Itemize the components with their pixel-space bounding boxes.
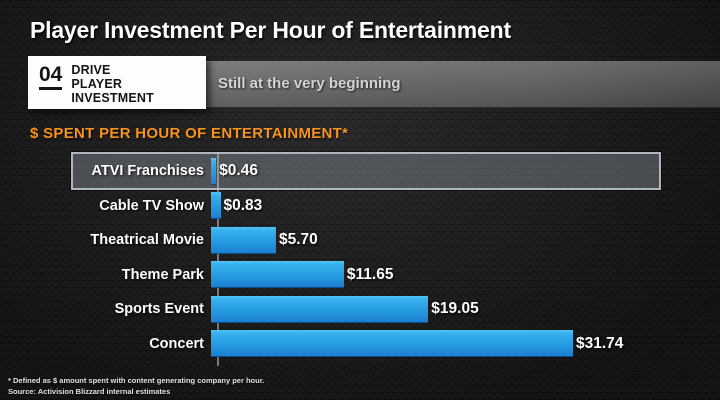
- badge-line-2: PLAYER: [71, 76, 123, 91]
- badge-line-1: DRIVE: [71, 62, 111, 77]
- bar: [211, 330, 573, 358]
- chart-row: Theatrical Movie $5.70: [0, 223, 720, 258]
- category-label: Theatrical Movie: [90, 232, 204, 249]
- category-label: Theme Park: [121, 266, 204, 283]
- value-label: $19.05: [431, 300, 479, 318]
- bar: [211, 157, 217, 185]
- bar: [211, 192, 221, 220]
- atvi-highlight-box: [71, 152, 661, 190]
- badge-number: 04: [39, 63, 63, 91]
- chart-row: Theme Park $11.65: [0, 258, 720, 293]
- bar: [211, 226, 276, 254]
- badge-title: DRIVE PLAYER INVESTMENT: [71, 63, 154, 105]
- subtitle-banner: Still at the very beginning: [204, 61, 720, 108]
- chart-row: Sports Event $19.05: [0, 292, 720, 327]
- badge-line-3: INVESTMENT: [71, 90, 154, 105]
- category-label: Concert: [149, 335, 204, 352]
- chart-row: ATVI Franchises $0.46: [0, 154, 720, 189]
- section-number-badge: 04 DRIVE PLAYER INVESTMENT: [28, 56, 206, 109]
- bar: [211, 295, 429, 323]
- chart-row: Concert $31.74: [0, 327, 720, 362]
- value-label: $11.65: [346, 265, 394, 283]
- category-label: ATVI Franchises: [91, 163, 204, 180]
- chart-axis-line: [217, 152, 219, 366]
- chart-row: Cable TV Show $0.83: [0, 189, 720, 224]
- value-label: $0.46: [219, 162, 258, 180]
- slide-title: Player Investment Per Hour of Entertainm…: [30, 17, 511, 43]
- bar: [211, 261, 344, 289]
- value-label: $0.83: [223, 196, 263, 214]
- footnote: * Defined as $ amount spent with content…: [8, 376, 264, 397]
- banner-text: Still at the very beginning: [218, 75, 401, 92]
- value-label: $31.74: [576, 334, 624, 352]
- value-label: $5.70: [279, 231, 318, 249]
- footnote-source: Source: Activision Blizzard internal est…: [8, 386, 171, 396]
- chart-title: $ SPENT PER HOUR OF ENTERTAINMENT*: [30, 125, 349, 142]
- category-label: Sports Event: [114, 301, 204, 318]
- footnote-definition: * Defined as $ amount spent with content…: [8, 376, 265, 385]
- category-label: Cable TV Show: [99, 197, 204, 214]
- chart-rows: ATVI Franchises $0.46 Cable TV Show $0.83 Th…: [0, 154, 720, 361]
